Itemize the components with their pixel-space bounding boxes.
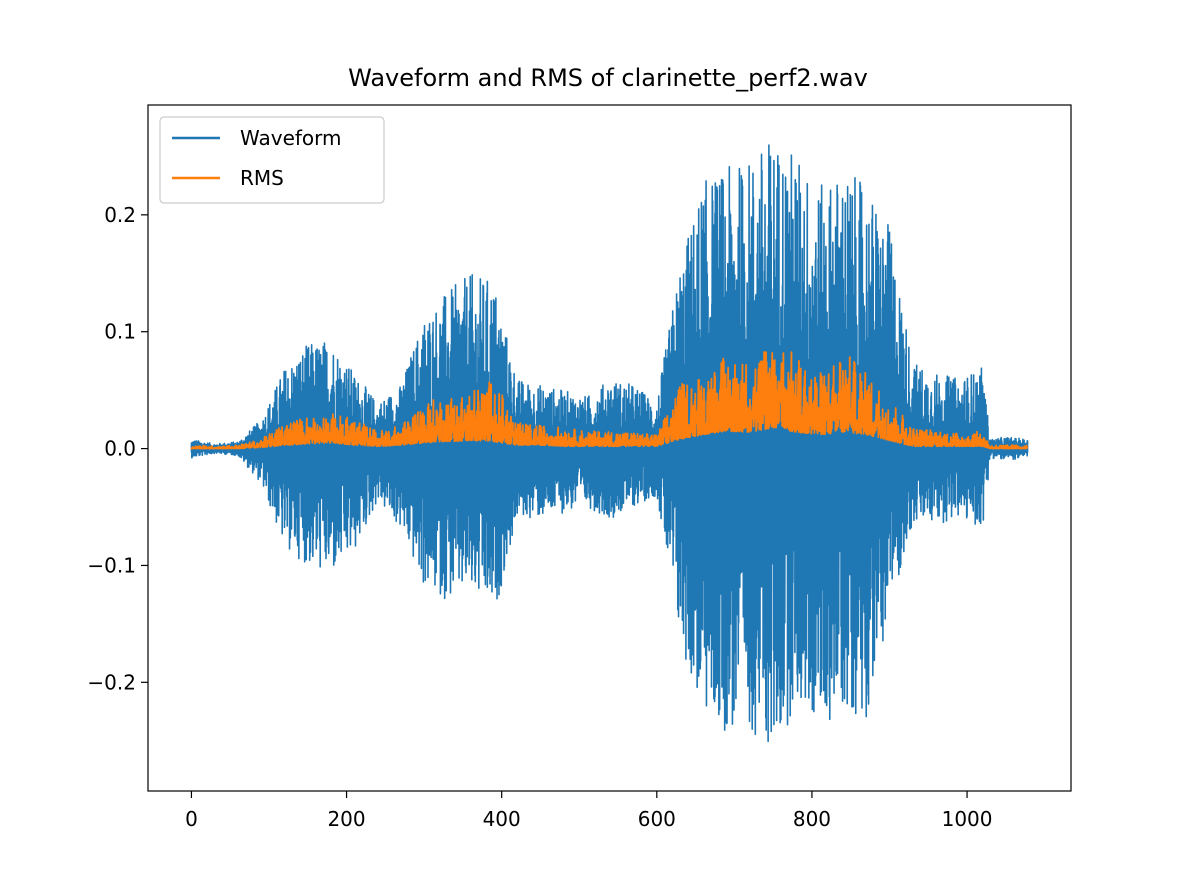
y-tick-label: −0.1 (87, 553, 136, 577)
x-tick-label: 600 (638, 807, 676, 831)
x-tick-label: 1000 (942, 807, 993, 831)
waveform-series-line (190, 144, 1029, 743)
y-tick-label: −0.2 (87, 670, 136, 694)
axes: 0 200 400 600 800 1000 −0.2 −0.1 0.0 0.1 0.2 (87, 104, 1072, 831)
y-tick-label: 0.1 (104, 320, 136, 344)
legend-label-rms: RMS (240, 166, 284, 190)
x-tick-label: 0 (185, 807, 198, 831)
y-tick-label: 0.2 (104, 203, 136, 227)
x-tick-label: 200 (327, 807, 365, 831)
y-tick-label: 0.0 (104, 437, 136, 461)
plot-area (190, 144, 1029, 743)
x-tick-label: 800 (793, 807, 831, 831)
legend: Waveform RMS (159, 116, 385, 204)
x-tick-label: 400 (483, 807, 521, 831)
legend-label-waveform: Waveform (240, 126, 342, 150)
rms-series-line (190, 351, 1029, 450)
chart-title: Waveform and RMS of clarinette_perf2.wav (348, 64, 868, 92)
